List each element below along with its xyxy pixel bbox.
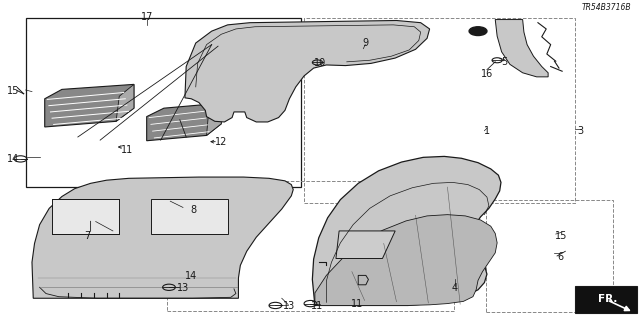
Polygon shape [116,84,134,121]
Bar [486,200,613,312]
Bar [167,181,454,311]
Polygon shape [147,103,221,141]
Bar [304,18,575,203]
Text: 4: 4 [452,283,458,293]
Polygon shape [336,231,395,259]
Text: 16: 16 [481,69,493,79]
Text: 11: 11 [310,301,323,311]
Text: 11: 11 [351,299,363,308]
Text: 17: 17 [141,12,153,22]
Bar [575,286,637,313]
Text: 15: 15 [6,86,19,96]
Text: 6: 6 [558,252,564,262]
Polygon shape [312,156,501,306]
Polygon shape [52,199,119,234]
Circle shape [469,27,487,36]
Polygon shape [185,20,429,122]
Polygon shape [45,84,134,127]
Text: 12: 12 [215,137,227,147]
Text: 13: 13 [284,301,296,311]
Text: TR54B3716B: TR54B3716B [581,3,631,12]
Polygon shape [151,199,228,234]
Text: 1: 1 [484,126,490,136]
Text: 5: 5 [502,57,508,67]
Text: 13: 13 [177,283,189,293]
Polygon shape [315,215,497,306]
Bar [26,18,301,187]
Text: 7: 7 [84,231,90,241]
Text: 15: 15 [555,231,567,241]
Text: 10: 10 [314,58,326,68]
Polygon shape [207,103,221,135]
Text: 14: 14 [185,271,197,281]
Text: 8: 8 [191,204,197,215]
Polygon shape [495,20,548,77]
Text: FR.: FR. [598,294,618,304]
Polygon shape [32,177,293,298]
Text: 14: 14 [7,154,19,164]
Text: 3: 3 [577,126,583,136]
Text: 9: 9 [362,38,368,48]
Text: 11: 11 [121,145,133,155]
